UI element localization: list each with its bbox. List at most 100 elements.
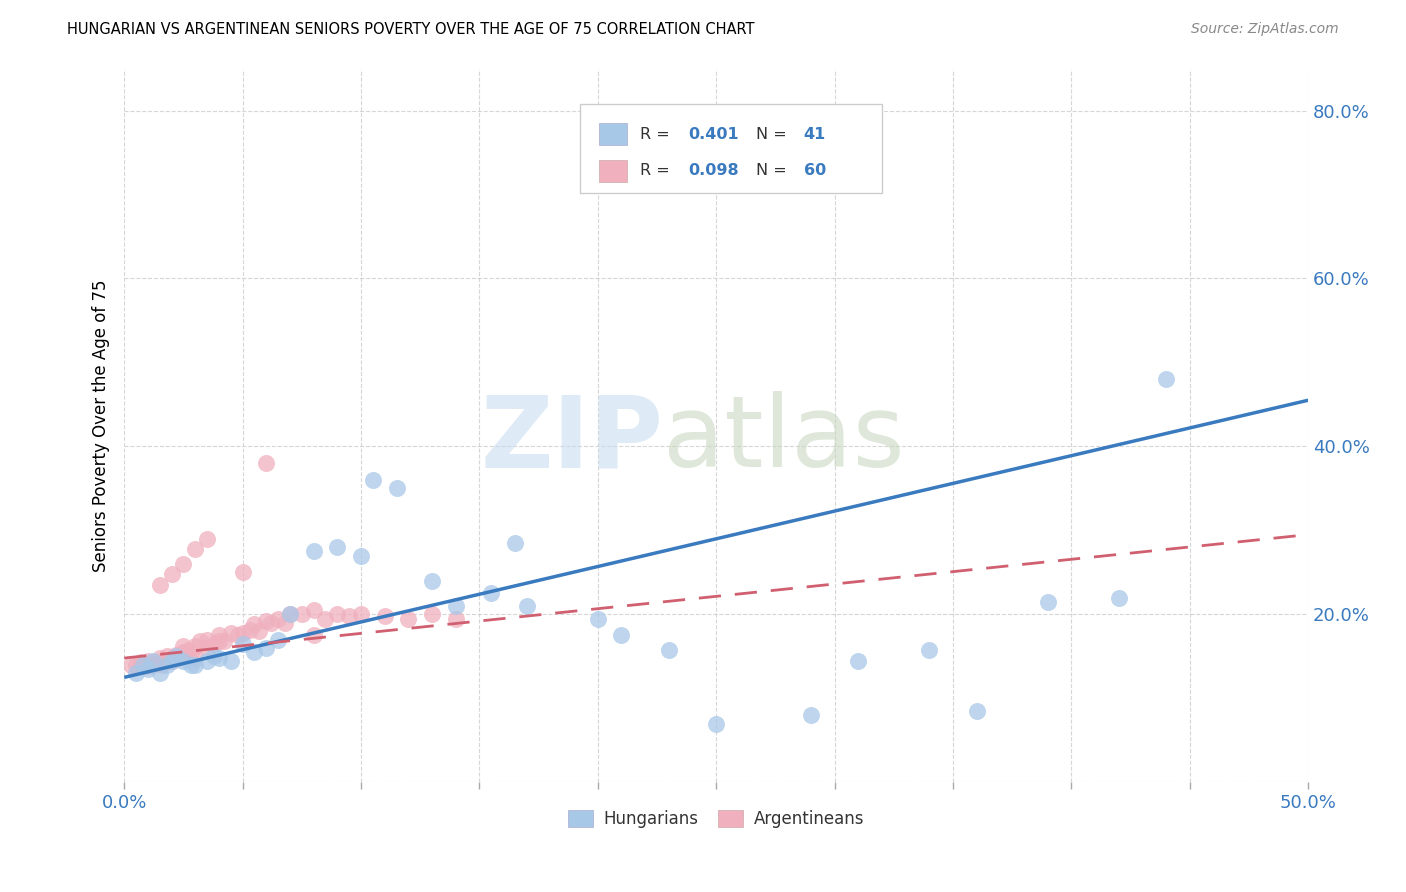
Point	[658, 642, 681, 657]
Point	[160, 567, 183, 582]
Point	[516, 599, 538, 613]
Point	[232, 637, 254, 651]
Point	[156, 654, 179, 668]
Point	[165, 649, 187, 664]
Point	[1154, 372, 1177, 386]
Text: 0.098: 0.098	[688, 163, 738, 178]
Point	[254, 614, 277, 628]
Point	[125, 657, 148, 672]
Point	[479, 586, 502, 600]
Point	[326, 540, 349, 554]
Point	[302, 603, 325, 617]
Point	[149, 656, 172, 670]
Point	[212, 634, 235, 648]
Point	[444, 611, 467, 625]
FancyBboxPatch shape	[581, 104, 882, 194]
Point	[136, 662, 159, 676]
Text: 0.401: 0.401	[688, 127, 738, 142]
Text: N =: N =	[756, 163, 793, 178]
Point	[202, 637, 225, 651]
Point	[278, 607, 301, 622]
Point	[156, 649, 179, 664]
Y-axis label: Seniors Poverty Over the Age of 75: Seniors Poverty Over the Age of 75	[93, 279, 110, 572]
Point	[254, 640, 277, 655]
FancyBboxPatch shape	[599, 160, 627, 182]
Point	[444, 599, 467, 613]
Point	[350, 549, 373, 563]
Point	[125, 666, 148, 681]
Point	[503, 536, 526, 550]
Point	[966, 704, 988, 718]
Point	[208, 634, 231, 648]
Point	[302, 544, 325, 558]
Point	[180, 645, 202, 659]
Point	[195, 654, 218, 668]
Point	[239, 623, 262, 637]
Point	[267, 611, 290, 625]
Point	[143, 655, 166, 669]
Point	[374, 609, 396, 624]
Text: R =: R =	[640, 163, 675, 178]
Point	[247, 624, 270, 639]
Text: HUNGARIAN VS ARGENTINEAN SENIORS POVERTY OVER THE AGE OF 75 CORRELATION CHART: HUNGARIAN VS ARGENTINEAN SENIORS POVERTY…	[67, 22, 755, 37]
Point	[361, 473, 384, 487]
Point	[149, 578, 172, 592]
Point	[274, 615, 297, 630]
Point	[167, 651, 190, 665]
Point	[149, 651, 172, 665]
Point	[326, 607, 349, 622]
Point	[156, 657, 179, 672]
Point	[160, 651, 183, 665]
Point	[202, 649, 225, 664]
Text: atlas: atlas	[662, 392, 904, 488]
Text: ZIP: ZIP	[479, 392, 662, 488]
Point	[226, 628, 249, 642]
Point	[846, 654, 869, 668]
Point	[586, 611, 609, 625]
Point	[243, 645, 266, 659]
Point	[1036, 595, 1059, 609]
Point	[704, 716, 727, 731]
Point	[337, 609, 360, 624]
Point	[291, 607, 314, 622]
Point	[219, 625, 242, 640]
Point	[120, 657, 142, 672]
Point	[420, 607, 443, 622]
Text: 60: 60	[804, 163, 827, 178]
Point	[208, 628, 231, 642]
Point	[132, 657, 155, 672]
Point	[129, 655, 152, 669]
Point	[267, 632, 290, 647]
Text: N =: N =	[756, 127, 793, 142]
Point	[278, 607, 301, 622]
Point	[160, 654, 183, 668]
Point	[1108, 591, 1130, 605]
Point	[172, 645, 194, 659]
Point	[302, 628, 325, 642]
Point	[195, 532, 218, 546]
Point	[135, 656, 157, 670]
Point	[136, 659, 159, 673]
Point	[420, 574, 443, 588]
Point	[172, 557, 194, 571]
Point	[385, 482, 408, 496]
Point	[800, 708, 823, 723]
Point	[150, 657, 173, 672]
Point	[177, 642, 200, 657]
Text: 41: 41	[804, 127, 827, 142]
Point	[172, 640, 194, 654]
Point	[918, 642, 941, 657]
Legend: Hungarians, Argentineans: Hungarians, Argentineans	[562, 803, 870, 835]
Point	[165, 648, 187, 662]
Point	[136, 654, 159, 668]
Point	[142, 654, 165, 668]
Point	[208, 651, 231, 665]
Point	[315, 611, 337, 625]
Point	[172, 654, 194, 668]
Point	[243, 617, 266, 632]
Point	[184, 651, 207, 665]
Point	[142, 657, 165, 672]
FancyBboxPatch shape	[599, 122, 627, 145]
Point	[188, 634, 211, 648]
Point	[195, 632, 218, 647]
